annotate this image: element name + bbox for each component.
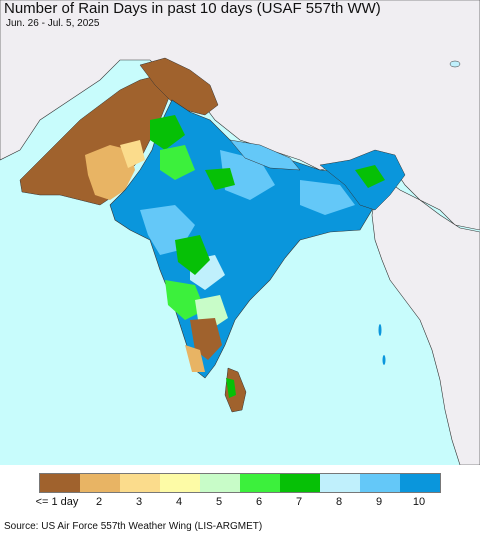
legend-label-3: 3	[135, 496, 143, 508]
legend-label-6: 6	[255, 496, 263, 508]
source-credit: Source: US Air Force 557th Weather Wing …	[4, 521, 263, 532]
legend-swatch-5	[200, 474, 240, 492]
region-thar	[85, 145, 135, 200]
legend-label-9: 9	[375, 496, 383, 508]
legend-swatch-4	[160, 474, 200, 492]
legend-swatch-3	[120, 474, 160, 492]
legend-swatch-9	[360, 474, 400, 492]
legend-label-2: 2	[95, 496, 103, 508]
region-kashmir	[139, 57, 219, 116]
rain-days-map	[0, 0, 480, 465]
legend-swatch-1	[40, 474, 80, 492]
region-nepal	[229, 139, 301, 171]
region-sri-lanka	[224, 367, 247, 413]
legend: <= 1 day 2 3 4 5 6 7 8 9 10	[0, 465, 480, 517]
legend-label-7: 7	[295, 496, 303, 508]
legend-label-8: 8	[335, 496, 343, 508]
legend-swatch-2	[80, 474, 120, 492]
legend-swatch-6	[240, 474, 280, 492]
legend-swatch-7	[280, 474, 320, 492]
land-southeast-asia	[371, 174, 480, 465]
legend-swatches	[39, 473, 441, 493]
legend-label-5: 5	[215, 496, 223, 508]
legend-label-10: 10	[412, 496, 426, 508]
legend-swatch-10	[400, 474, 440, 492]
legend-label-1: <= 1 day	[35, 496, 79, 508]
map-title: Number of Rain Days in past 10 days (USA…	[4, 0, 381, 17]
legend-label-4: 4	[175, 496, 183, 508]
legend-swatch-8	[320, 474, 360, 492]
land-north	[0, 0, 480, 231]
date-range: Jun. 26 - Jul. 5, 2025	[6, 18, 100, 29]
